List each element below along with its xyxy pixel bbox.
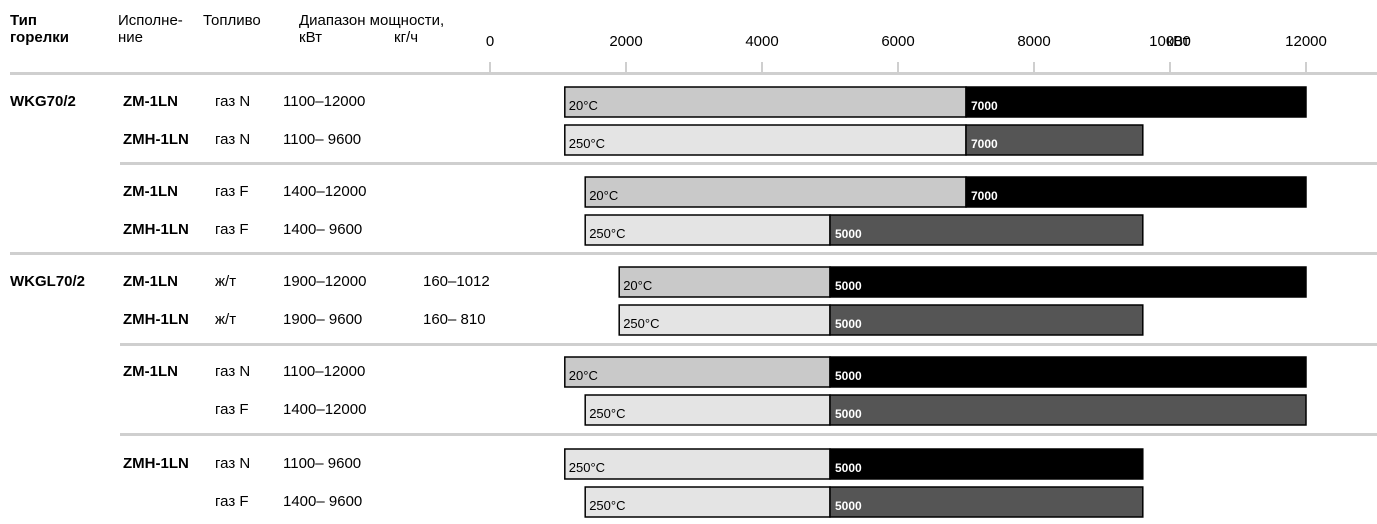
burner-type: WKGL70/2 [10, 273, 86, 290]
axis-tick-label: 4000 [745, 33, 778, 50]
power-range-kw: 1900– 9600 [283, 311, 363, 328]
bar-high-segment [829, 356, 1307, 388]
header-fuel: Топливо [203, 12, 261, 29]
axis-tick [489, 62, 491, 73]
bar-high-segment [829, 486, 1144, 518]
power-range-kgh: 160– 810 [423, 311, 486, 328]
power-range-kw: 1100– 9600 [283, 455, 362, 472]
bar-split-label: 5000 [835, 369, 862, 383]
burner-version: ZM-1LN [123, 183, 178, 200]
bar-split-label: 5000 [835, 461, 862, 475]
axis-tick-label: 10000 [1149, 33, 1191, 50]
header-range: Диапазон мощности, [299, 12, 445, 29]
bar-high-segment [829, 266, 1307, 298]
bar-temperature-label: 250°C [623, 316, 659, 331]
burner-version: ZM-1LN [123, 363, 178, 380]
axis-unit-label: кВт [1167, 33, 1190, 50]
axis-tick [1169, 62, 1171, 73]
bar-high-segment [829, 394, 1307, 426]
fuel-type: газ N [215, 363, 251, 380]
bar-high-segment [965, 86, 1307, 118]
fuel-type: газ N [215, 131, 251, 148]
bar-temperature-label: 250°C [569, 136, 605, 151]
power-range-kw: 1400–12000 [283, 183, 367, 200]
fuel-type: газ N [215, 455, 251, 472]
burner-type: WKG70/2 [10, 93, 76, 110]
power-range-kw: 1100–12000 [283, 93, 366, 110]
bar-low-segment [564, 124, 967, 156]
row-group-separator [10, 252, 1377, 255]
row-group-separator [120, 343, 1377, 346]
header-unit-kw: кВт [299, 29, 322, 46]
burner-version: ZMH-1LN [123, 131, 189, 148]
bar-temperature-label: 20°C [569, 368, 598, 383]
power-range-kgh: 160–1012 [423, 273, 490, 290]
power-range-kw: 1100– 9600 [283, 131, 362, 148]
row-group-separator [120, 162, 1377, 165]
power-range-kw: 1400– 9600 [283, 493, 363, 510]
power-range-kw: 1400– 9600 [283, 221, 363, 238]
fuel-type: газ F [215, 183, 249, 200]
bar-temperature-label: 250°C [569, 460, 605, 475]
bar-split-label: 5000 [835, 279, 862, 293]
bar-high-segment [965, 176, 1307, 208]
axis-tick [1305, 62, 1307, 73]
axis-tick-label: 0 [486, 33, 494, 50]
bar-low-segment [584, 486, 831, 518]
burner-version: ZMH-1LN [123, 311, 189, 328]
fuel-type: ж/т [215, 311, 237, 328]
bar-split-label: 7000 [971, 99, 998, 113]
axis-rule [10, 72, 1377, 75]
fuel-type: ж/т [215, 273, 237, 290]
power-range-kw: 1400–12000 [283, 401, 367, 418]
bar-high-segment [829, 448, 1144, 480]
header-type-line1: Тип [10, 12, 37, 29]
bar-temperature-label: 250°C [589, 406, 625, 421]
bar-temperature-label: 20°C [589, 188, 618, 203]
bar-temperature-label: 20°C [569, 98, 598, 113]
power-range-kw: 1900–12000 [283, 273, 367, 290]
burner-version: ZM-1LN [123, 273, 178, 290]
bar-split-label: 5000 [835, 499, 862, 513]
burner-version: ZMH-1LN [123, 455, 189, 472]
bar-low-segment [618, 266, 831, 298]
axis-tick-label: 6000 [881, 33, 914, 50]
bar-low-segment [564, 86, 967, 118]
bar-low-segment [584, 176, 967, 208]
bar-low-segment [584, 214, 831, 246]
header-version-line1: Исполне- [118, 12, 183, 29]
burner-version: ZMH-1LN [123, 221, 189, 238]
bar-low-segment [564, 356, 831, 388]
axis-tick-label: 8000 [1017, 33, 1050, 50]
header-type-line2: горелки [10, 29, 69, 46]
axis-tick-label: 12000 [1285, 33, 1327, 50]
bar-high-segment [965, 124, 1144, 156]
burner-version: ZM-1LN [123, 93, 178, 110]
axis-tick [761, 62, 763, 73]
fuel-type: газ F [215, 401, 249, 418]
axis-tick [897, 62, 899, 73]
bar-temperature-label: 20°C [623, 278, 652, 293]
bar-split-label: 7000 [971, 137, 998, 151]
axis-tick-label: 2000 [609, 33, 642, 50]
header-version-line2: ние [118, 29, 144, 46]
bar-high-segment [829, 304, 1144, 336]
bar-split-label: 5000 [835, 317, 862, 331]
header-unit-kgh: кг/ч [394, 29, 419, 46]
axis-tick [625, 62, 627, 73]
axis-tick [1033, 62, 1035, 73]
row-group-separator [120, 433, 1377, 436]
bar-low-segment [618, 304, 831, 336]
bar-temperature-label: 250°C [589, 226, 625, 241]
bar-split-label: 7000 [971, 189, 998, 203]
fuel-type: газ F [215, 221, 249, 238]
power-range-kw: 1100–12000 [283, 363, 366, 380]
fuel-type: газ N [215, 93, 251, 110]
bar-temperature-label: 250°C [589, 498, 625, 513]
bar-split-label: 5000 [835, 407, 862, 421]
bar-split-label: 5000 [835, 227, 862, 241]
fuel-type: газ F [215, 493, 249, 510]
bar-high-segment [829, 214, 1144, 246]
